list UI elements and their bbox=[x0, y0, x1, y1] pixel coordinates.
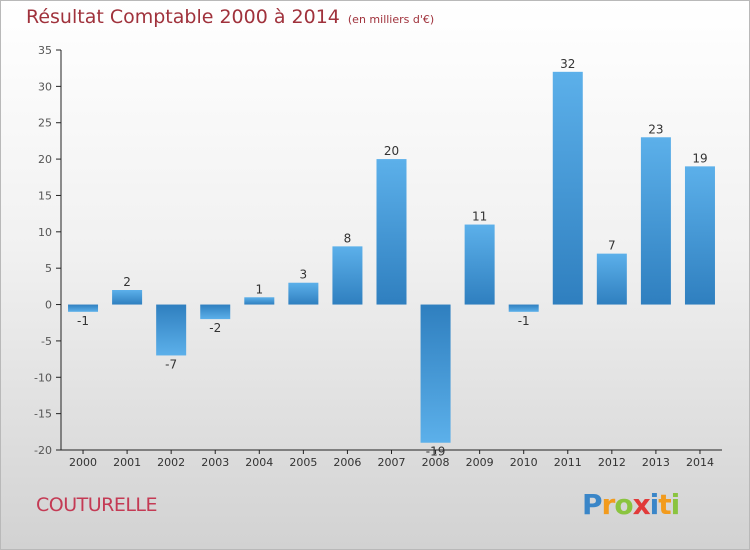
logo-letter: x bbox=[632, 488, 651, 521]
proxiti-logo: Proxiti bbox=[582, 488, 681, 521]
chart-title: Résultat Comptable 2000 à 2014 (en millie… bbox=[26, 6, 434, 28]
x-tick-label: 2000 bbox=[69, 456, 97, 469]
y-tick-label: -20 bbox=[34, 444, 52, 457]
logo-letter: t bbox=[658, 488, 671, 521]
logo-letter: i bbox=[670, 488, 681, 521]
bar bbox=[288, 282, 319, 305]
chart-subtitle: (en milliers d'€) bbox=[347, 13, 435, 26]
x-tick-label: 2001 bbox=[113, 456, 141, 469]
y-tick-label: 35 bbox=[38, 44, 52, 57]
x-tick-label: 2002 bbox=[157, 456, 185, 469]
x-tick-label: 2006 bbox=[333, 456, 361, 469]
y-tick-label: -10 bbox=[34, 371, 52, 384]
y-tick-label: 25 bbox=[38, 117, 52, 130]
data-label: -19 bbox=[426, 445, 446, 459]
y-tick-label: 10 bbox=[38, 226, 52, 239]
bar bbox=[112, 290, 143, 305]
data-label: 1 bbox=[255, 282, 263, 296]
x-tick-label: 2012 bbox=[598, 456, 626, 469]
data-label: 7 bbox=[608, 239, 616, 253]
x-tick-label: 2010 bbox=[510, 456, 538, 469]
data-label: -1 bbox=[77, 314, 89, 328]
logo-letter: o bbox=[614, 488, 633, 521]
commune-name: COUTURELLE bbox=[36, 494, 158, 516]
bar bbox=[464, 224, 495, 305]
logo-letter: i bbox=[649, 488, 660, 521]
x-tick-label: 2005 bbox=[289, 456, 317, 469]
bar bbox=[420, 304, 451, 443]
data-label: 19 bbox=[692, 151, 707, 165]
data-label: 32 bbox=[560, 57, 575, 71]
y-tick-label: -15 bbox=[34, 408, 52, 421]
x-tick-label: 2008 bbox=[422, 456, 450, 469]
x-tick-label: 2007 bbox=[378, 456, 406, 469]
data-label: 23 bbox=[648, 122, 663, 136]
data-label: -7 bbox=[165, 357, 177, 371]
bar bbox=[684, 166, 715, 305]
bar bbox=[156, 304, 187, 356]
bar bbox=[376, 159, 407, 305]
y-tick-label: 5 bbox=[45, 262, 52, 275]
data-label: -1 bbox=[518, 314, 530, 328]
bar bbox=[332, 246, 363, 305]
bar bbox=[200, 304, 231, 320]
logo-letter: P bbox=[582, 488, 603, 521]
x-tick-label: 2011 bbox=[554, 456, 582, 469]
data-label: 8 bbox=[344, 231, 352, 245]
y-tick-label: 15 bbox=[38, 189, 52, 202]
bar bbox=[508, 304, 539, 312]
x-tick-label: 2013 bbox=[642, 456, 670, 469]
y-tick-label: -5 bbox=[41, 335, 52, 348]
y-tick-label: 30 bbox=[38, 80, 52, 93]
x-tick-label: 2004 bbox=[245, 456, 273, 469]
x-tick-label: 2014 bbox=[686, 456, 714, 469]
x-tick-label: 2003 bbox=[201, 456, 229, 469]
y-tick-label: 20 bbox=[38, 153, 52, 166]
data-label: 3 bbox=[300, 268, 308, 282]
logo-letter: r bbox=[601, 488, 616, 521]
data-label: 2 bbox=[123, 275, 131, 289]
bar bbox=[640, 137, 671, 305]
data-label: 20 bbox=[384, 144, 399, 158]
chart-title-text: Résultat Comptable 2000 à 2014 bbox=[26, 6, 340, 28]
bar bbox=[68, 304, 99, 312]
x-tick-label: 2009 bbox=[466, 456, 494, 469]
data-label: 11 bbox=[472, 210, 487, 224]
bar bbox=[552, 71, 583, 305]
bar bbox=[244, 297, 275, 305]
y-tick-label: 0 bbox=[45, 299, 52, 312]
bar bbox=[596, 253, 627, 305]
data-label: -2 bbox=[209, 321, 221, 335]
